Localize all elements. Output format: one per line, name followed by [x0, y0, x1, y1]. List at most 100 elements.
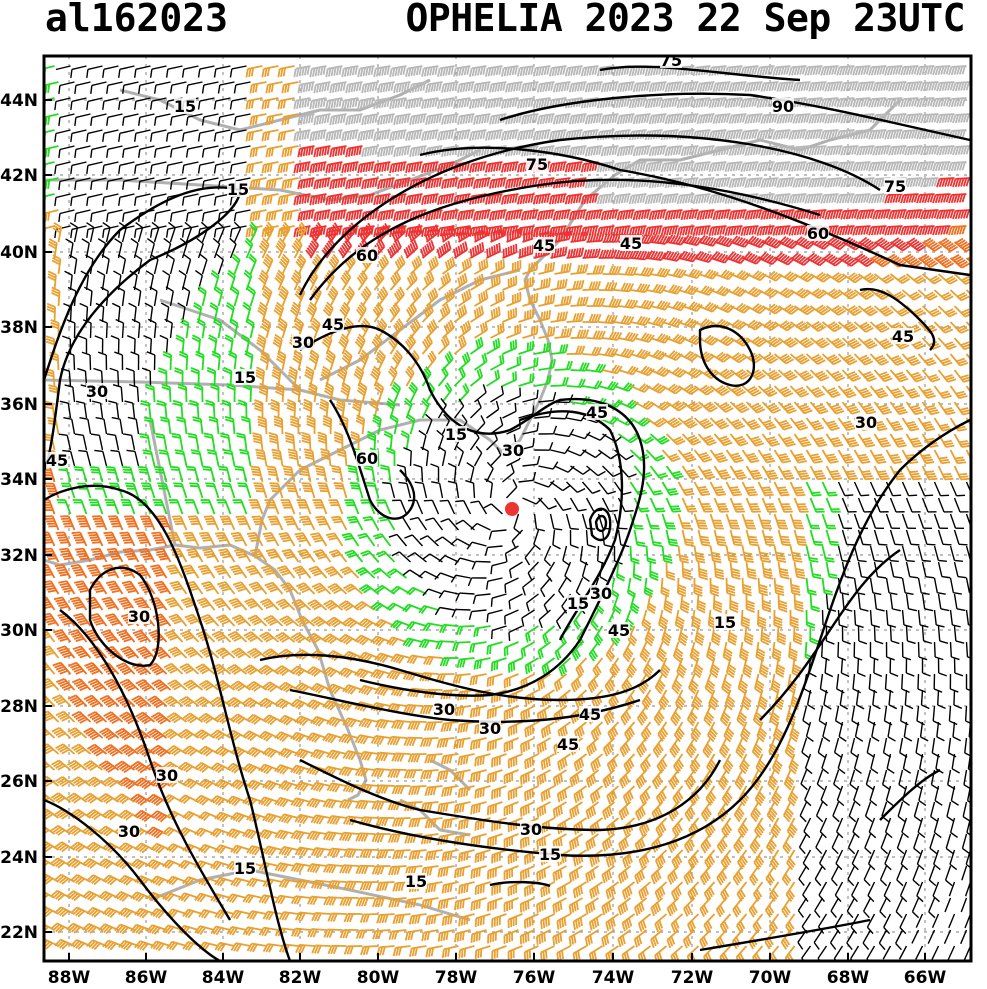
- wind-barb: [189, 399, 200, 419]
- wind-barb: [84, 286, 93, 307]
- wind-barb: [948, 161, 967, 172]
- wind-barb: [447, 480, 460, 499]
- wind-barb: [670, 913, 684, 933]
- wind-barb: [388, 929, 407, 941]
- wind-barb: [414, 481, 428, 499]
- wind-barb: [825, 465, 843, 481]
- wind-barb: [522, 260, 539, 275]
- wind-barb: [185, 113, 203, 126]
- wind-barb: [873, 657, 883, 677]
- wind-barb: [639, 785, 652, 805]
- wind-barb: [339, 929, 359, 939]
- wind-barb: [74, 433, 88, 451]
- wind-barb: [676, 577, 687, 598]
- wind-barb: [97, 351, 108, 371]
- wind-barb: [409, 516, 428, 531]
- wind-barb: [118, 129, 135, 142]
- wind-barb: [665, 561, 676, 581]
- wind-barb: [518, 340, 535, 355]
- wind-barb: [196, 597, 216, 611]
- wind-barb: [486, 673, 503, 687]
- wind-barb: [680, 209, 699, 221]
- wind-barb: [70, 129, 87, 143]
- wind-barb: [900, 129, 919, 140]
- wind-barb: [566, 345, 586, 355]
- wind-barb: [744, 113, 763, 124]
- wind-barb: [453, 865, 471, 879]
- wind-barb: [960, 929, 968, 945]
- wind-barb: [139, 515, 156, 531]
- wind-barb: [392, 913, 411, 925]
- wind-barb: [362, 515, 380, 531]
- wind-barb: [901, 289, 922, 301]
- wind-barb: [425, 413, 433, 435]
- wind-barb: [805, 417, 825, 431]
- wind-barb: [581, 561, 590, 583]
- wind-barb: [740, 609, 751, 630]
- wind-barb: [905, 465, 922, 481]
- wind-barb: [933, 513, 949, 530]
- wind-barb: [122, 81, 139, 94]
- wind-barb: [898, 769, 907, 790]
- wind-barb: [309, 97, 327, 110]
- wind-barb: [920, 177, 939, 188]
- wind-barb: [746, 235, 767, 249]
- wind-barb: [905, 657, 915, 677]
- wind-barb: [777, 369, 798, 381]
- contour-label: 60: [356, 246, 378, 265]
- wind-barb: [329, 145, 347, 158]
- wind-barb: [142, 449, 156, 467]
- wind-barb: [665, 465, 684, 480]
- wind-barb: [474, 881, 491, 895]
- wind-barb: [598, 347, 619, 358]
- wind-barb: [389, 270, 402, 291]
- wind-barb: [503, 641, 519, 657]
- wind-barb: [208, 416, 220, 435]
- wind-barb: [405, 129, 423, 142]
- wind-barb: [133, 193, 151, 206]
- wind-barb: [126, 449, 140, 467]
- wind-barb: [519, 865, 535, 881]
- wind-barb: [122, 209, 139, 222]
- wind-barb: [729, 561, 741, 580]
- wind-barb: [121, 465, 136, 483]
- wind-barb: [809, 529, 824, 546]
- wind-barb: [572, 849, 587, 867]
- wind-barb: [231, 253, 241, 275]
- wind-barb: [777, 593, 788, 613]
- wind-barb: [408, 817, 427, 828]
- wind-barb: [702, 737, 714, 759]
- wind-barb: [487, 833, 503, 848]
- wind-barb: [333, 431, 344, 451]
- wind-barb: [193, 383, 204, 403]
- wind-barb: [425, 81, 443, 93]
- wind-barb: [680, 145, 699, 157]
- wind-barb: [556, 913, 571, 930]
- wind-barb: [654, 881, 668, 901]
- wind-barb: [325, 97, 343, 110]
- wind-barb: [921, 625, 932, 645]
- wind-barb: [862, 929, 872, 951]
- wind-barb: [808, 81, 827, 92]
- wind-barb: [589, 785, 604, 804]
- wind-barb: [167, 679, 188, 691]
- wind-barb: [532, 193, 551, 205]
- wind-barb: [249, 221, 258, 243]
- wind-barb: [44, 129, 55, 141]
- wind-barb: [329, 209, 347, 222]
- wind-barb: [552, 209, 571, 221]
- wind-barb: [761, 529, 776, 547]
- wind-barb: [431, 481, 444, 499]
- wind-barb: [889, 369, 909, 383]
- wind-barb: [313, 113, 331, 126]
- wind-barb: [458, 849, 475, 863]
- wind-barb: [552, 865, 567, 882]
- wind-barb: [425, 517, 444, 531]
- wind-barb: [869, 577, 882, 596]
- wind-barb: [392, 849, 411, 860]
- wind-barb: [90, 113, 107, 126]
- wind-barb: [953, 657, 964, 677]
- wind-barb: [382, 481, 396, 499]
- wind-barb: [101, 254, 110, 275]
- wind-barb: [277, 129, 295, 142]
